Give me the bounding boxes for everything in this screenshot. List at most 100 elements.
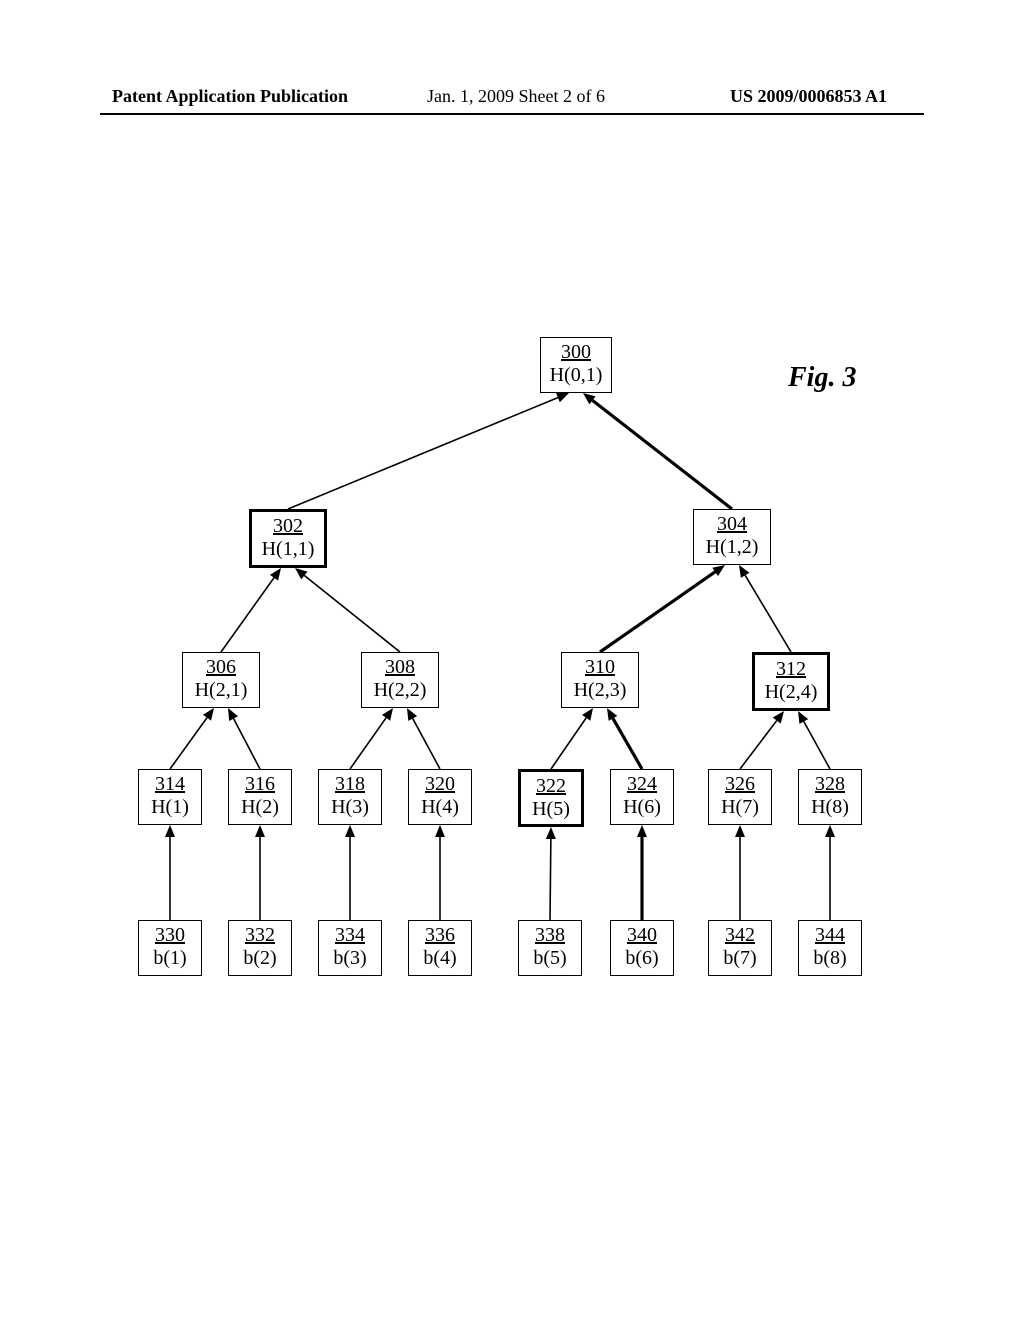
node-label: H(4) [409,796,471,819]
arrowhead [546,827,556,839]
node-306: 306H(2,1) [182,652,260,708]
edge [288,398,558,509]
arrowhead [637,825,647,837]
arrowhead [712,565,725,576]
arrowhead [825,825,835,837]
node-334: 334b(3) [318,920,382,976]
node-label: H(6) [611,796,673,819]
node-314: 314H(1) [138,769,202,825]
arrowhead [773,711,784,724]
arrowhead [556,393,569,402]
node-330: 330b(1) [138,920,202,976]
node-316: 316H(2) [228,769,292,825]
node-label: H(0,1) [541,364,611,387]
node-328: 328H(8) [798,769,862,825]
node-ref: 332 [229,924,291,947]
node-318: 318H(3) [318,769,382,825]
node-ref: 334 [319,924,381,947]
edge [551,718,586,769]
header-middle: Jan. 1, 2009 Sheet 2 of 6 [427,86,605,107]
node-ref: 322 [521,775,581,798]
arrowhead [739,565,749,578]
node-320: 320H(4) [408,769,472,825]
edge [804,722,830,769]
arrowhead [382,708,393,721]
node-344: 344b(8) [798,920,862,976]
node-ref: 312 [755,658,827,681]
edge [221,578,274,652]
node-ref: 310 [562,656,638,679]
node-label: H(2,1) [183,679,259,702]
arrowhead [435,825,445,837]
arrowhead [407,708,417,721]
node-label: H(8) [799,796,861,819]
node-label: H(1) [139,796,201,819]
node-ref: 330 [139,924,201,947]
node-324: 324H(6) [610,769,674,825]
node-342: 342b(7) [708,920,772,976]
node-label: H(2,3) [562,679,638,702]
node-ref: 306 [183,656,259,679]
node-338: 338b(5) [518,920,582,976]
node-label: b(2) [229,947,291,970]
arrowhead [295,568,307,579]
arrowhead [607,708,617,721]
node-ref: 336 [409,924,471,947]
node-label: H(2) [229,796,291,819]
node-ref: 304 [694,513,770,536]
node-ref: 340 [611,924,673,947]
node-308: 308H(2,2) [361,652,439,708]
node-label: b(1) [139,947,201,970]
node-ref: 324 [611,773,673,796]
node-ref: 326 [709,773,771,796]
arrowhead [798,711,808,724]
node-label: H(7) [709,796,771,819]
node-label: b(5) [519,947,581,970]
node-ref: 342 [709,924,771,947]
arrowhead [345,825,355,837]
edge [550,839,551,920]
node-label: b(8) [799,947,861,970]
edge [745,575,791,652]
node-310: 310H(2,3) [561,652,639,708]
node-ref: 318 [319,773,381,796]
node-302: 302H(1,1) [249,509,327,568]
node-ref: 314 [139,773,201,796]
node-label: b(3) [319,947,381,970]
arrowhead [228,708,238,721]
edge [740,721,777,769]
edge [592,400,732,509]
node-ref: 308 [362,656,438,679]
node-label: H(1,2) [694,536,770,559]
node-ref: 320 [409,773,471,796]
arrowhead [255,825,265,837]
node-ref: 302 [252,515,324,538]
node-ref: 300 [541,341,611,364]
node-label: b(6) [611,947,673,970]
figure-label: Fig. 3 [788,362,856,394]
edge [613,718,642,769]
node-ref: 338 [519,924,581,947]
header-right: US 2009/0006853 A1 [730,86,887,107]
edges-layer [0,0,1024,1320]
node-340: 340b(6) [610,920,674,976]
node-ref: 316 [229,773,291,796]
edge [350,718,386,769]
node-304: 304H(1,2) [693,509,771,565]
node-300: 300H(0,1) [540,337,612,393]
node-ref: 328 [799,773,861,796]
edge [600,572,715,652]
node-322: 322H(5) [518,769,584,827]
node-label: H(5) [521,798,581,821]
arrowhead [583,393,596,404]
edge [234,719,260,769]
node-332: 332b(2) [228,920,292,976]
node-label: b(4) [409,947,471,970]
arrowhead [203,708,214,721]
node-label: H(2,2) [362,679,438,702]
arrowhead [270,568,281,581]
edge [304,575,400,652]
node-label: H(1,1) [252,538,324,561]
header-rule [100,113,924,115]
edge [170,718,207,769]
